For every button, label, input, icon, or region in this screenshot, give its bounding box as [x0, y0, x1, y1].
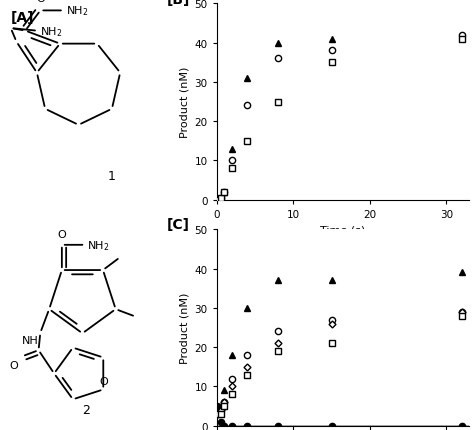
- Text: O: O: [36, 0, 45, 3]
- Text: [A]: [A]: [10, 11, 34, 25]
- X-axis label: Time (s): Time (s): [320, 225, 365, 235]
- Text: O: O: [57, 230, 66, 240]
- Text: [B]: [B]: [166, 0, 190, 6]
- Text: 1: 1: [108, 169, 116, 182]
- Text: NH: NH: [22, 335, 38, 345]
- Text: O: O: [9, 360, 18, 370]
- Y-axis label: Product (nM): Product (nM): [179, 67, 189, 138]
- Text: NH$_2$: NH$_2$: [40, 25, 62, 39]
- Text: O: O: [99, 376, 108, 386]
- Text: 2: 2: [82, 402, 90, 415]
- Y-axis label: Product (nM): Product (nM): [179, 292, 189, 363]
- Text: NH$_2$: NH$_2$: [87, 238, 109, 252]
- Text: NH$_2$: NH$_2$: [66, 4, 88, 18]
- Text: [C]: [C]: [166, 218, 189, 232]
